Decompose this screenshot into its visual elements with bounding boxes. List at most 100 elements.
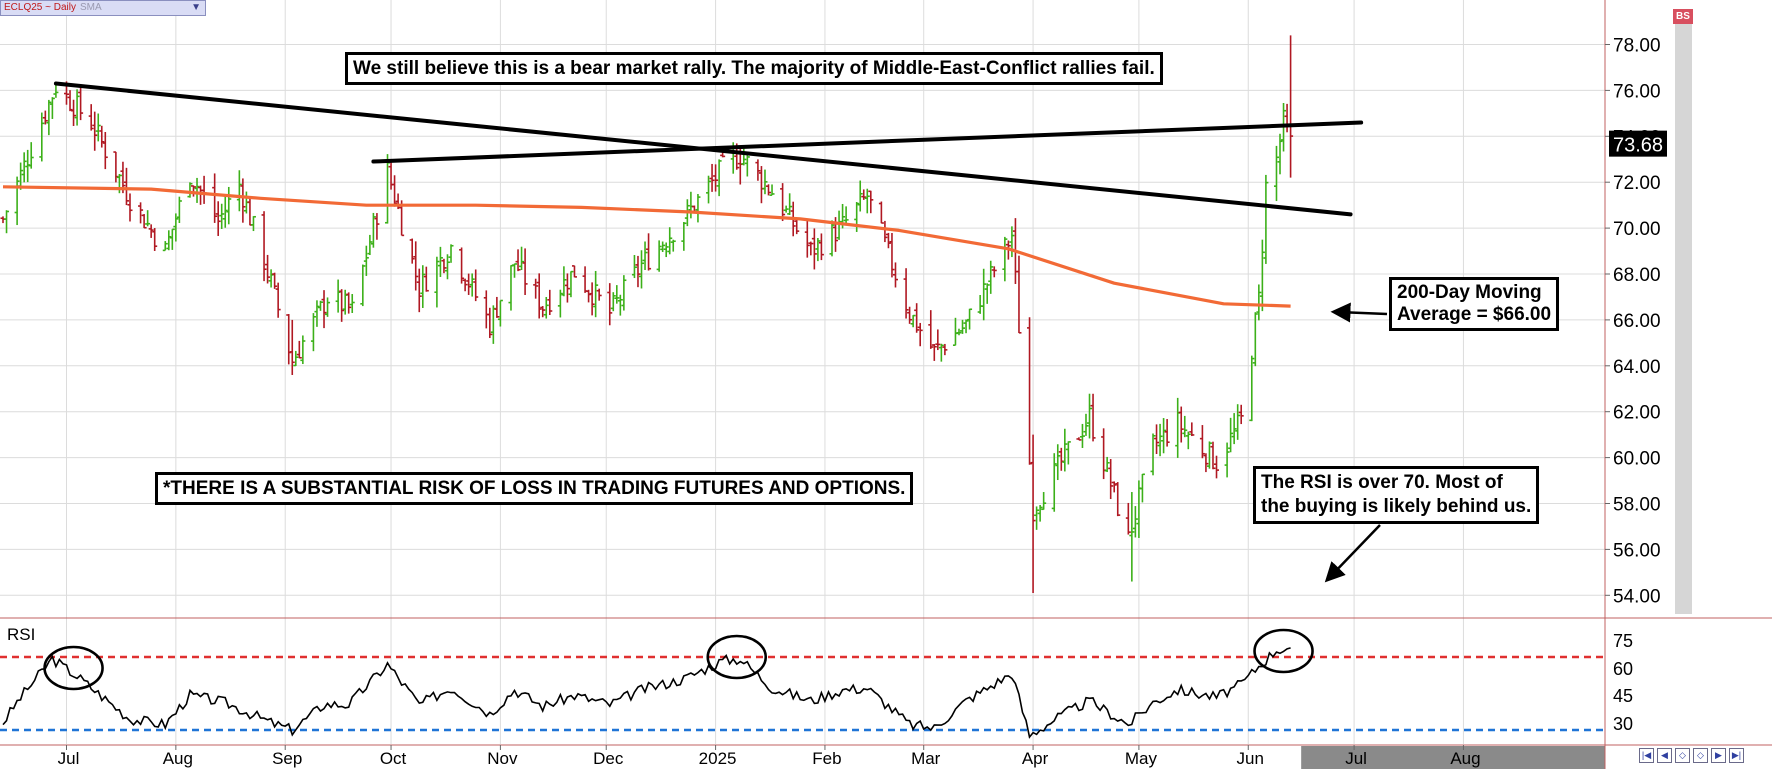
price-tick-label-4: 70.00 bbox=[1613, 219, 1661, 240]
bs-badge[interactable]: BS bbox=[1673, 9, 1693, 24]
chart-nav-button-1[interactable]: ◀ bbox=[1657, 748, 1672, 763]
price-scrollbar-track bbox=[1675, 24, 1692, 614]
chart-nav-button-4[interactable]: ▶ bbox=[1711, 748, 1726, 763]
ohlc-bar-125 bbox=[617, 294, 623, 316]
ohlc-bar-258 bbox=[1277, 133, 1283, 175]
ohlc-bar-208 bbox=[1030, 434, 1036, 594]
chart-nav-button-0[interactable]: |◀ bbox=[1639, 748, 1654, 763]
ohlc-bar-159 bbox=[787, 193, 793, 215]
ohlc-bar-154 bbox=[762, 169, 768, 195]
ohlc-bar-13 bbox=[67, 90, 73, 112]
ohlc-bar-225 bbox=[1111, 481, 1117, 493]
sma-200-line bbox=[2, 185, 1291, 308]
ohlc-bar-204 bbox=[1009, 226, 1015, 258]
ohlc-bar-226 bbox=[1115, 482, 1121, 517]
ohlc-bar-220 bbox=[1087, 393, 1093, 439]
grid-lines bbox=[0, 0, 1605, 744]
chart-nav-button-2[interactable]: ◇ bbox=[1675, 748, 1690, 763]
ohlc-bar-157 bbox=[780, 183, 786, 222]
ohlc-bar-38 bbox=[190, 185, 196, 197]
ohlc-bar-189 bbox=[935, 329, 941, 351]
arrow-to-sma bbox=[1330, 302, 1388, 323]
ohlc-bar-117 bbox=[582, 266, 588, 293]
ohlc-bar-85 bbox=[420, 265, 426, 308]
ohlc-bar-90 bbox=[444, 254, 450, 280]
price-tick-label-8: 62.00 bbox=[1613, 403, 1661, 424]
x-tick-label-4: Nov bbox=[487, 749, 518, 768]
ohlc-bar-47 bbox=[236, 170, 242, 212]
ohlc-bar-48 bbox=[240, 178, 246, 223]
ohlc-bar-151 bbox=[744, 154, 750, 177]
ohlc-bar-8 bbox=[42, 110, 48, 125]
ohlc-bar-237 bbox=[1175, 397, 1181, 458]
ohlc-bar-112 bbox=[557, 289, 563, 318]
ohlc-bar-28 bbox=[141, 214, 147, 229]
ohlc-bar-59 bbox=[293, 350, 299, 367]
ohlc-bar-241 bbox=[1189, 422, 1195, 437]
last-price-label: 73.68 bbox=[1613, 135, 1663, 157]
ohlc-bar-235 bbox=[1161, 418, 1167, 454]
ohlc-bar-182 bbox=[903, 268, 909, 319]
ohlc-bar-252 bbox=[1249, 355, 1255, 422]
x-tick-label-3: Oct bbox=[380, 749, 407, 768]
ohlc-bar-64 bbox=[317, 300, 323, 311]
ohlc-bar-99 bbox=[490, 305, 496, 344]
ohlc-bar-27 bbox=[138, 202, 144, 224]
ohlc-bar-177 bbox=[878, 201, 884, 224]
future-period-band bbox=[1301, 746, 1605, 769]
ohlc-bar-127 bbox=[631, 255, 637, 279]
ohlc-bar-36 bbox=[176, 196, 182, 224]
ohlc-bar-130 bbox=[642, 241, 648, 270]
ohlc-bar-135 bbox=[667, 227, 673, 255]
ohlc-bar-86 bbox=[423, 266, 429, 292]
ohlc-bar-31 bbox=[152, 228, 158, 251]
ohlc-bar-52 bbox=[261, 211, 267, 282]
ohlc-bar-133 bbox=[660, 241, 666, 253]
ohlc-bar-100 bbox=[494, 296, 500, 318]
ohlc-bar-143 bbox=[709, 163, 715, 192]
ohlc-bar-229 bbox=[1132, 506, 1138, 538]
ohlc-bar-187 bbox=[928, 310, 934, 349]
symbol-label: ECLQ25 ~ Daily bbox=[4, 2, 76, 13]
ohlc-bar-29 bbox=[145, 210, 151, 227]
ohlc-bar-68 bbox=[339, 289, 345, 322]
ohlc-bar-51 bbox=[250, 215, 256, 232]
x-tick-label-11: Jun bbox=[1237, 749, 1264, 768]
trendline-1 bbox=[371, 120, 1364, 164]
ohlc-bar-37 bbox=[187, 182, 193, 198]
chart-nav-button-5[interactable]: ▶| bbox=[1729, 748, 1744, 763]
chart-nav-button-3[interactable]: ◇ bbox=[1693, 748, 1708, 763]
caret-down-icon[interactable]: ▼ bbox=[191, 2, 201, 13]
symbol-selector[interactable]: ECLQ25 ~ Daily SMA ▼ bbox=[0, 0, 206, 16]
x-tick-label-12: Jul bbox=[1345, 749, 1367, 768]
ohlc-bar-236 bbox=[1164, 419, 1170, 447]
ohlc-bar-32 bbox=[162, 241, 168, 252]
rsi-highlight-circle-1 bbox=[706, 634, 768, 680]
ohlc-bar-253 bbox=[1252, 312, 1258, 367]
ohlc-bar-21 bbox=[102, 132, 108, 170]
ohlc-bar-76 bbox=[374, 213, 380, 240]
price-tick-label-6: 66.00 bbox=[1613, 311, 1661, 332]
ohlc-bar-158 bbox=[783, 205, 789, 213]
ohlc-bar-94 bbox=[466, 273, 472, 295]
ohlc-bar-122 bbox=[607, 283, 613, 326]
ohlc-bar-97 bbox=[483, 290, 489, 329]
ohlc-bar-83 bbox=[413, 241, 419, 291]
ohlc-bar-41 bbox=[201, 175, 207, 204]
ohlc-bar-152 bbox=[755, 159, 761, 181]
price-tick-label-0: 78.00 bbox=[1613, 36, 1661, 57]
ohlc-bar-96 bbox=[473, 269, 479, 302]
ohlc-bar-261 bbox=[1288, 35, 1294, 178]
ohlc-bar-254 bbox=[1256, 284, 1262, 321]
rsi-overbought-circles bbox=[43, 628, 1314, 691]
ohlc-bar-244 bbox=[1206, 441, 1212, 469]
ohlc-bar-98 bbox=[487, 307, 493, 339]
chart-nav-buttons: |◀ ◀ ◇ ◇ ▶ ▶| bbox=[1639, 748, 1744, 766]
ohlc-bar-197 bbox=[977, 295, 983, 314]
ohlc-bar-183 bbox=[907, 306, 913, 324]
ohlc-bar-46 bbox=[226, 186, 232, 225]
ohlc-bar-42 bbox=[212, 173, 218, 223]
ohlc-bar-19 bbox=[95, 113, 101, 142]
ohlc-bar-61 bbox=[300, 335, 306, 365]
